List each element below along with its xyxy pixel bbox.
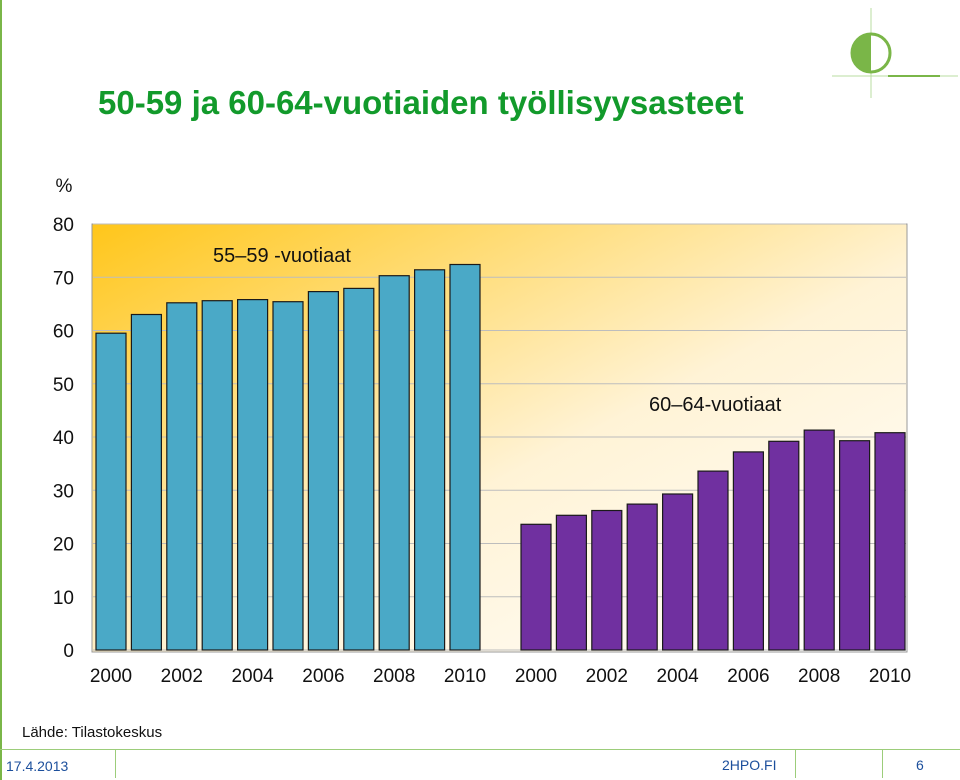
x-tick-label: 2006 [727,666,769,687]
series-label-60-64: 60–64-vuotiaat [649,394,782,416]
x-tick-label: 2008 [798,666,840,687]
bar-55-59-2000 [95,332,127,651]
y-tick-label: 80 [53,215,74,236]
bar-55-59-2001 [130,313,162,651]
bar-60-64-2003 [626,503,658,651]
bar-55-59-2008 [378,275,410,651]
bar-55-59-2009 [414,269,446,651]
footer-separator [882,750,883,778]
x-tick-label: 2000 [515,666,557,687]
bar-60-64-2004 [661,493,694,651]
x-tick-label: 2010 [444,666,486,687]
series-label-55-59: 55–59 -vuotiaat [213,245,351,267]
y-tick-label: 50 [53,375,74,396]
bar-60-64-2005 [697,470,729,651]
y-tick-label: 10 [53,588,74,609]
x-tick-label: 2002 [586,666,628,687]
bar-60-64-2007 [768,440,800,651]
x-tick-labels: 2000 2002 2004 2006 2008 2010 2000 2002 2004 2006… [90,666,911,687]
bar-60-64-2010 [874,432,906,651]
y-tick-label: 20 [53,535,74,556]
bar-55-59-2006 [307,291,339,651]
slide-title: 50-59 ja 60-64-vuotiaiden työllisyysaste… [98,84,744,121]
bar-55-59-2002 [166,302,198,651]
footer-site-link[interactable]: 2HPO.FI [722,757,777,773]
bars [95,263,906,651]
y-tick-labels: 0 10 20 30 40 50 60 70 80 [53,215,74,662]
bar-55-59-2010 [449,263,481,651]
x-tick-label: 2002 [161,666,203,687]
bar-60-64-2002 [591,509,623,651]
x-tick-label: 2004 [231,666,274,687]
bar-60-64-2001 [555,514,588,651]
bar-55-59-2007 [343,287,375,651]
x-tick-label: 2006 [302,666,344,687]
y-tick-label: 60 [53,322,74,343]
bar-55-59-2004 [237,299,269,651]
bar-60-64-2008 [803,429,835,651]
x-tick-label: 2004 [656,666,699,687]
footer-date: 17.4.2013 [6,758,69,774]
source-note: Lähde: Tilastokeskus [22,724,163,741]
bar-60-64-2000 [520,523,552,651]
y-tick-label: 30 [53,481,74,502]
y-tick-label: 40 [53,428,74,449]
footer-separator [795,750,796,778]
x-tick-label: 2008 [373,666,415,687]
x-tick-label: 2010 [869,666,911,687]
footer-separator [115,750,116,778]
logo-icon [832,8,958,98]
bar-60-64-2006 [732,451,765,651]
left-edge-rule [0,0,2,780]
x-tick-label: 2000 [90,666,132,687]
bar-55-59-2003 [201,300,233,651]
footer-page-number: 6 [916,757,924,773]
y-tick-label: 70 [53,268,74,289]
bar-55-59-2005 [272,301,304,651]
bar-60-64-2009 [838,440,871,651]
y-tick-label: 0 [63,641,74,662]
footer-divider [0,749,960,750]
y-axis-label: % [56,176,73,197]
